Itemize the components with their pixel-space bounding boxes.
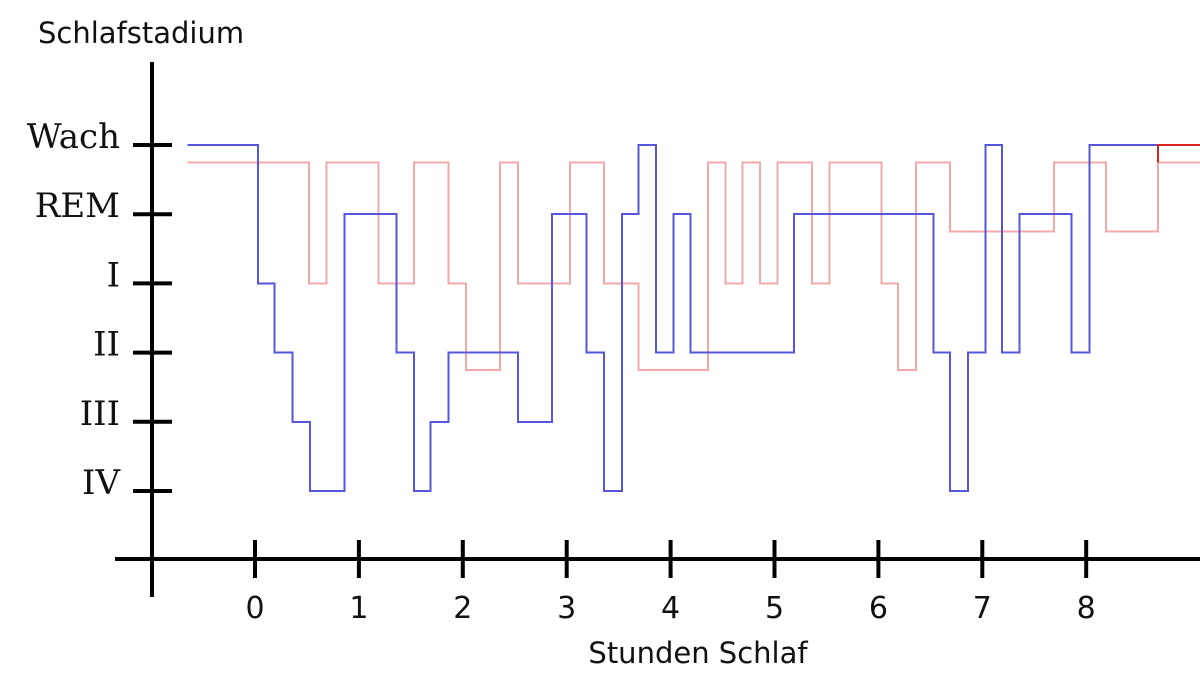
x-tick-label: 6: [869, 591, 888, 626]
x-tick-label: 7: [973, 591, 992, 626]
x-tick-label: 2: [453, 591, 472, 626]
x-tick-label: 5: [765, 591, 784, 626]
x-tick-label: 3: [557, 591, 576, 626]
x-tick-label: 4: [661, 591, 680, 626]
x-tick-label: 1: [349, 591, 368, 626]
y-tick-label: IV: [82, 463, 121, 503]
series-line-2: [187, 144, 1200, 492]
y-tick-label: Wach: [27, 117, 120, 157]
x-tick-label: 0: [245, 591, 264, 626]
y-tick-label: REM: [35, 186, 120, 226]
series-line-1: [187, 161, 1200, 371]
y-axis-title: Schlafstadium: [38, 16, 244, 50]
y-tick-label: II: [93, 325, 120, 365]
series-line-3: [1156, 144, 1200, 163]
x-axis-title: Stunden Schlaf: [588, 636, 808, 670]
series-layer: [187, 144, 1200, 492]
y-tick-label: III: [80, 394, 120, 434]
x-tick-label: 8: [1077, 591, 1096, 626]
y-tick-label: I: [107, 255, 120, 295]
